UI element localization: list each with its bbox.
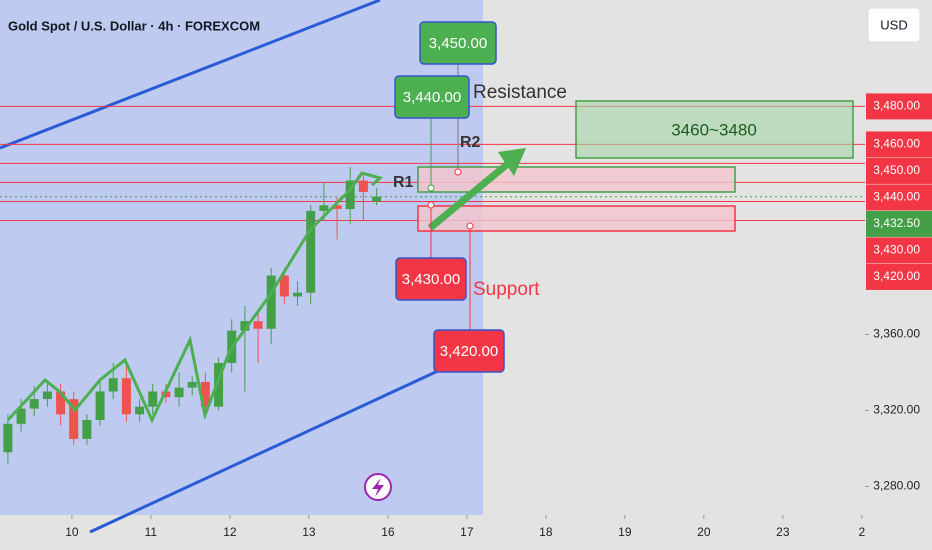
candle-body	[214, 362, 224, 407]
anchor-dot	[466, 222, 474, 230]
anchor-dot	[427, 201, 435, 209]
x-tick-label: 17	[460, 525, 474, 539]
candle-body	[372, 196, 382, 202]
x-tick-label: 18	[539, 525, 553, 539]
currency-button[interactable]	[867, 7, 921, 43]
x-tick-label: 12	[223, 525, 237, 539]
chart-title: Gold Spot / U.S. Dollar · 4h · FOREXCOM	[8, 18, 260, 33]
anchor-dot	[427, 184, 435, 192]
price-label-box	[866, 184, 932, 211]
support-zone	[417, 205, 736, 232]
candle-body	[56, 391, 66, 415]
x-tick-label: 13	[302, 525, 316, 539]
currency-label: USD	[880, 17, 907, 32]
candle-body	[16, 408, 26, 424]
candle-body	[293, 292, 303, 297]
candle-body	[135, 406, 145, 415]
price-label: 3,460.00	[873, 137, 920, 151]
resistance-zone	[417, 166, 736, 193]
candle-body	[319, 205, 329, 211]
x-tick-label: 2	[858, 525, 865, 539]
candle-body	[240, 321, 250, 331]
price-label-box	[866, 157, 932, 184]
candle-body	[279, 275, 289, 297]
x-tick-label: 23	[776, 525, 790, 539]
price-label: 3,432.50	[873, 216, 920, 230]
candle-body	[358, 180, 368, 192]
y-tick-label: 3,360.00	[873, 327, 920, 341]
candle-body	[253, 321, 263, 329]
target-zone	[575, 100, 854, 159]
y-tick-label: 3,280.00	[873, 479, 920, 493]
arrow-head	[498, 148, 526, 176]
price-label: 3,440.00	[873, 190, 920, 204]
y-tick-label: 3,320.00	[873, 403, 920, 417]
projection-arrow	[427, 159, 513, 231]
price-box-label: 3,430.00	[402, 271, 460, 288]
x-tick-label: 10	[65, 525, 79, 539]
x-tick-label: 19	[618, 525, 632, 539]
candle-body	[69, 399, 79, 439]
price-box-label: 3,420.00	[440, 343, 498, 360]
candle-body	[345, 180, 355, 210]
candle-body	[187, 381, 197, 388]
candle-body	[3, 423, 13, 453]
event-icon-bolt	[372, 478, 384, 497]
price-box	[394, 75, 470, 119]
annotation: Support	[473, 279, 540, 300]
price-label: 3,450.00	[873, 163, 920, 177]
price-box	[433, 329, 505, 373]
candle-body	[95, 391, 105, 420]
candle-body	[306, 210, 316, 293]
annotation: Resistance	[473, 82, 567, 103]
candle-body	[42, 391, 52, 400]
candle-body	[82, 419, 92, 439]
projection-path	[6, 171, 384, 424]
channel-lower	[89, 368, 441, 534]
candle-body	[148, 391, 158, 407]
zone-label: 3460~3480	[671, 120, 757, 139]
price-label: 3,430.00	[873, 243, 920, 257]
price-box-label: 3,450.00	[429, 35, 487, 52]
price-box	[419, 21, 497, 65]
anchor-dot	[454, 168, 462, 176]
candle-body	[108, 378, 118, 392]
candle-body	[29, 399, 39, 409]
candle-body	[266, 275, 276, 329]
candle-body	[161, 391, 171, 398]
candle-body	[121, 378, 131, 415]
x-tick-label: 16	[381, 525, 395, 539]
price-label: 3,480.00	[873, 99, 920, 113]
price-box-label: 3,440.00	[403, 89, 461, 106]
x-tick-label: 20	[697, 525, 711, 539]
price-label-box	[866, 131, 932, 158]
price-label-box	[866, 93, 932, 120]
candle-body	[200, 381, 210, 407]
price-box	[395, 257, 467, 301]
price-label-box	[866, 263, 932, 290]
x-tick-label: 11	[145, 525, 158, 539]
candle-body	[174, 387, 184, 398]
price-label-box	[866, 210, 932, 237]
annotation: R2	[460, 134, 481, 151]
price-label-box	[866, 237, 932, 264]
channel-upper	[0, 0, 381, 150]
price-label: 3,420.00	[873, 269, 920, 283]
annotation: R1	[393, 174, 414, 191]
candle-body	[332, 205, 342, 210]
